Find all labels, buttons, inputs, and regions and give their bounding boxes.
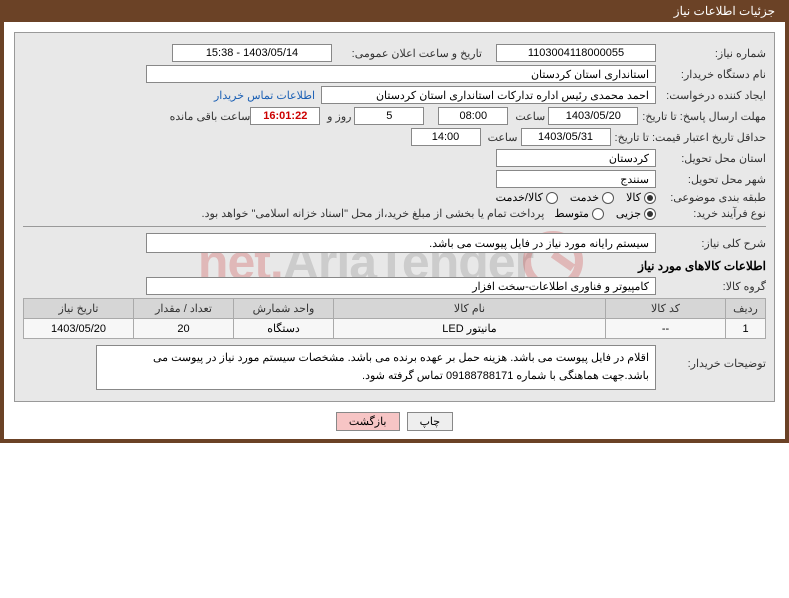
category-label: طبقه بندی موضوعی: (656, 191, 766, 204)
radio-medium[interactable]: متوسط (554, 207, 604, 220)
delivery-city: سنندج (496, 170, 656, 188)
requester-label: ایجاد کننده درخواست: (656, 89, 766, 102)
delivery-province-label: استان محل تحویل: (656, 152, 766, 165)
time-label-1: ساعت (508, 110, 548, 123)
summary-value: سیستم رایانه مورد نیاز در فایل پیوست می … (146, 233, 656, 253)
goods-table: ردیفکد کالانام کالاواحد شمارشتعداد / مقد… (23, 298, 766, 339)
delivery-city-label: شهر محل تحویل: (656, 173, 766, 186)
buyer-desc: اقلام در فایل پیوست می باشد. هزینه حمل ب… (96, 345, 656, 390)
back-button[interactable]: بازگشت (336, 412, 400, 431)
buyer-org-label: نام دستگاه خریدار: (656, 68, 766, 81)
time-label-2: ساعت (481, 131, 521, 144)
table-header: تعداد / مقدار (134, 299, 234, 319)
deadline-send-time: 08:00 (438, 107, 508, 125)
days-left: 5 (354, 107, 424, 125)
goods-group-label: گروه کالا: (656, 280, 766, 293)
table-row: 1--مانیتور LEDدستگاه201403/05/20 (24, 319, 766, 339)
validity-date: 1403/05/31 (521, 128, 611, 146)
deadline-send-label: مهلت ارسال پاسخ: تا تاریخ: (638, 110, 766, 123)
table-header: کد کالا (606, 299, 726, 319)
summary-label: شرح کلی نیاز: (656, 237, 766, 250)
days-and-label: روز و (320, 110, 354, 123)
deadline-send-date: 1403/05/20 (548, 107, 638, 125)
delivery-province: کردستان (496, 149, 656, 167)
announce-datetime-value: 1403/05/14 - 15:38 (172, 44, 332, 62)
table-cell: 20 (134, 319, 234, 339)
category-radio-group: کالا خدمت کالا/خدمت (496, 191, 656, 204)
radio-goods[interactable]: کالا (626, 191, 656, 204)
table-cell: 1 (726, 319, 766, 339)
need-no-label: شماره نیاز: (656, 47, 766, 60)
table-cell: مانیتور LED (334, 319, 606, 339)
contact-buyer-link[interactable]: اطلاعات تماس خریدار (214, 89, 315, 102)
print-button[interactable]: چاپ (407, 412, 454, 431)
radio-partial[interactable]: جزیی (616, 207, 656, 220)
buy-type-radio-group: جزیی متوسط (554, 207, 656, 220)
validity-time: 14:00 (411, 128, 481, 146)
countdown: 16:01:22 (250, 107, 320, 125)
buy-note: پرداخت تمام یا بخشی از مبلغ خرید،از محل … (202, 207, 545, 220)
table-cell: دستگاه (234, 319, 334, 339)
validity-label: حداقل تاریخ اعتبار قیمت: تا تاریخ: (611, 131, 766, 144)
window-title: جزئیات اطلاعات نیاز (4, 0, 785, 22)
table-header: نام کالا (334, 299, 606, 319)
goods-section-title: اطلاعات کالاهای مورد نیاز (23, 259, 766, 273)
table-cell: -- (606, 319, 726, 339)
table-cell: 1403/05/20 (24, 319, 134, 339)
radio-service[interactable]: خدمت (570, 191, 614, 204)
buyer-org-value: استانداری استان کردستان (146, 65, 656, 83)
announce-datetime-label: تاریخ و ساعت اعلان عمومی: (332, 47, 482, 60)
buy-type-label: نوع فرآیند خرید: (656, 207, 766, 220)
buyer-desc-label: توضیحات خریدار: (656, 345, 766, 370)
radio-goods-service[interactable]: کالا/خدمت (496, 191, 558, 204)
table-header: تاریخ نیاز (24, 299, 134, 319)
goods-group-value: کامپیوتر و فناوری اطلاعات-سخت افزار (146, 277, 656, 295)
need-no-value: 1103004118000055 (496, 44, 656, 62)
remain-label: ساعت باقی مانده (166, 110, 251, 123)
requester-value: احمد محمدی رئیس اداره تدارکات استانداری … (321, 86, 656, 104)
table-header: واحد شمارش (234, 299, 334, 319)
table-header: ردیف (726, 299, 766, 319)
